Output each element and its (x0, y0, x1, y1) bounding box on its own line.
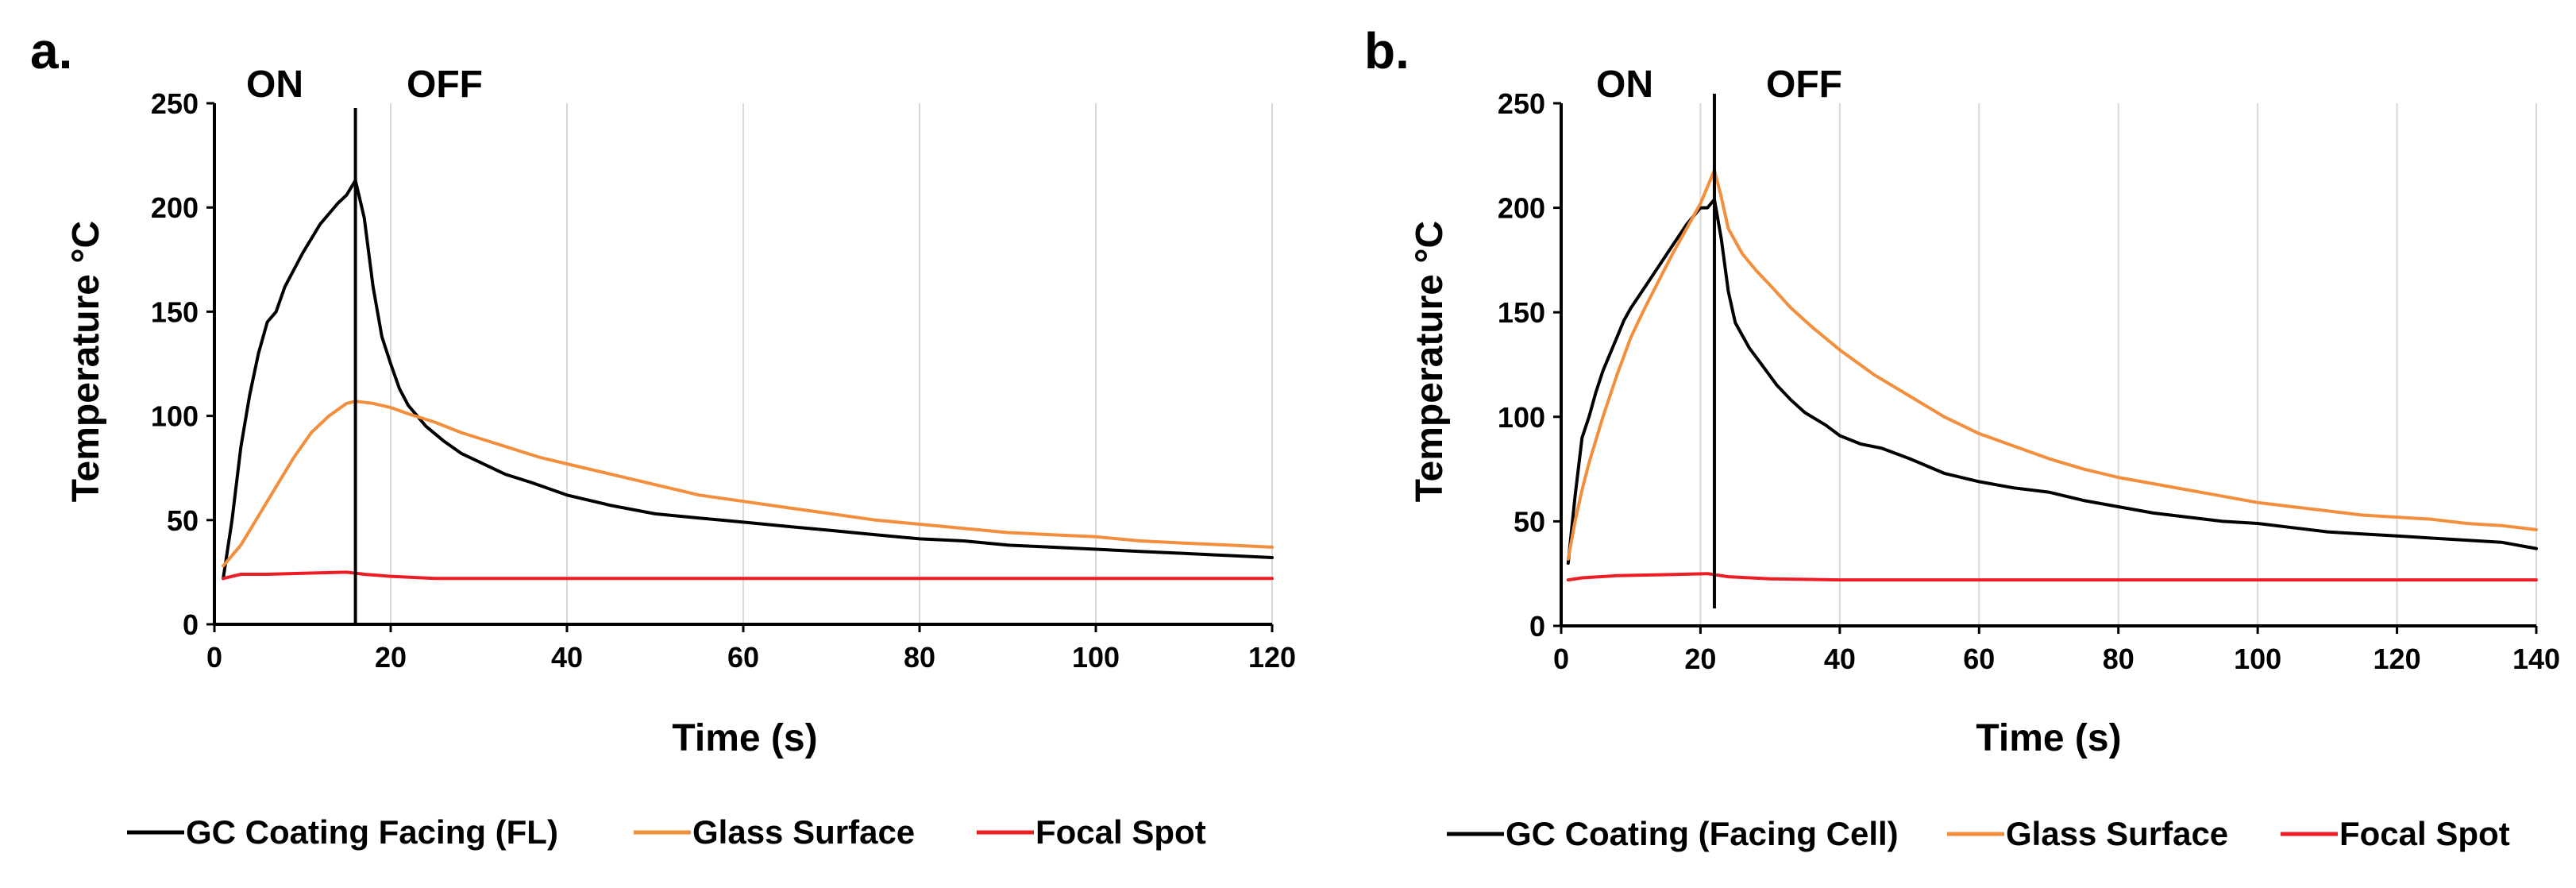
legend-label: Glass Surface (2006, 815, 2228, 852)
x-tick-label: 60 (727, 641, 759, 674)
x-tick-label: 120 (2374, 643, 2421, 675)
x-tick-label: 0 (206, 641, 222, 674)
off-label: OFF (1766, 64, 1842, 106)
x-tick-label: 60 (1963, 643, 1995, 675)
ticks-layer: 0 50 100 150 200 250 0 20 40 60 80 100 120 (151, 87, 1296, 674)
series-line (222, 570, 1274, 581)
series-line (1566, 168, 2538, 561)
legend-label: GC Coating Facing (FL) (186, 813, 558, 851)
y-tick-label: 50 (1514, 505, 1545, 538)
series-line (1566, 572, 2538, 582)
x-axis-title: Time (s) (672, 717, 817, 759)
ticks-layer: 0 50 100 150 200 250 0 20 40 60 80 100 120 140 (1498, 87, 2560, 675)
y-tick-label: 50 (167, 504, 199, 537)
y-tick-label: 0 (1529, 610, 1545, 643)
x-tick-label: 40 (1824, 643, 1856, 675)
series-line (222, 179, 1274, 581)
x-tick-label: 20 (375, 641, 407, 674)
y-tick-label: 150 (151, 295, 199, 328)
off-label: OFF (407, 64, 483, 106)
y-tick-label: 100 (151, 400, 199, 433)
series-layer (1566, 168, 2538, 582)
legend-label: Focal Spot (2339, 815, 2510, 852)
x-tick-label: 40 (551, 641, 583, 674)
y-tick-label: 250 (1498, 87, 1545, 120)
y-tick-label: 0 (183, 608, 199, 641)
x-tick-label: 80 (2103, 643, 2134, 675)
y-tick-label: 200 (151, 191, 199, 224)
legend: GC Coating (Facing Cell) Glass Surface F… (1447, 815, 2510, 852)
panel-label: b. (1364, 22, 1409, 79)
legend-label: GC Coating (Facing Cell) (1506, 815, 1899, 852)
x-tick-label: 0 (1553, 643, 1569, 675)
legend-label: Glass Surface (692, 813, 915, 851)
grid-layer (390, 103, 1273, 624)
on-label: ON (1596, 64, 1653, 106)
series-line (222, 400, 1274, 568)
y-tick-label: 100 (1498, 401, 1545, 434)
y-tick-label: 200 (1498, 192, 1545, 225)
x-tick-label: 100 (2234, 643, 2281, 675)
x-tick-label: 120 (1248, 641, 1296, 674)
on-label: ON (246, 64, 303, 106)
x-tick-label: 100 (1072, 641, 1120, 674)
y-axis-title: Temperature °C (65, 221, 107, 502)
chart-panel-a: a. 0 50 100 150 200 250 0 20 40 60 80 100 120 ON OFF… (30, 22, 1296, 851)
y-tick-label: 250 (151, 87, 199, 120)
panel-label: a. (30, 22, 72, 79)
x-axis-title: Time (s) (1976, 717, 2121, 759)
legend-label: Focal Spot (1035, 813, 1206, 851)
series-line (1566, 198, 2538, 565)
grid-layer (1699, 103, 2537, 626)
x-tick-label: 140 (2512, 643, 2560, 675)
series-layer (222, 179, 1274, 581)
x-tick-label: 20 (1684, 643, 1716, 675)
y-axis-title: Temperature °C (1409, 221, 1451, 502)
y-tick-label: 150 (1498, 296, 1545, 329)
legend: GC Coating Facing (FL) Glass Surface Foc… (127, 813, 1206, 851)
x-tick-label: 80 (904, 641, 935, 674)
